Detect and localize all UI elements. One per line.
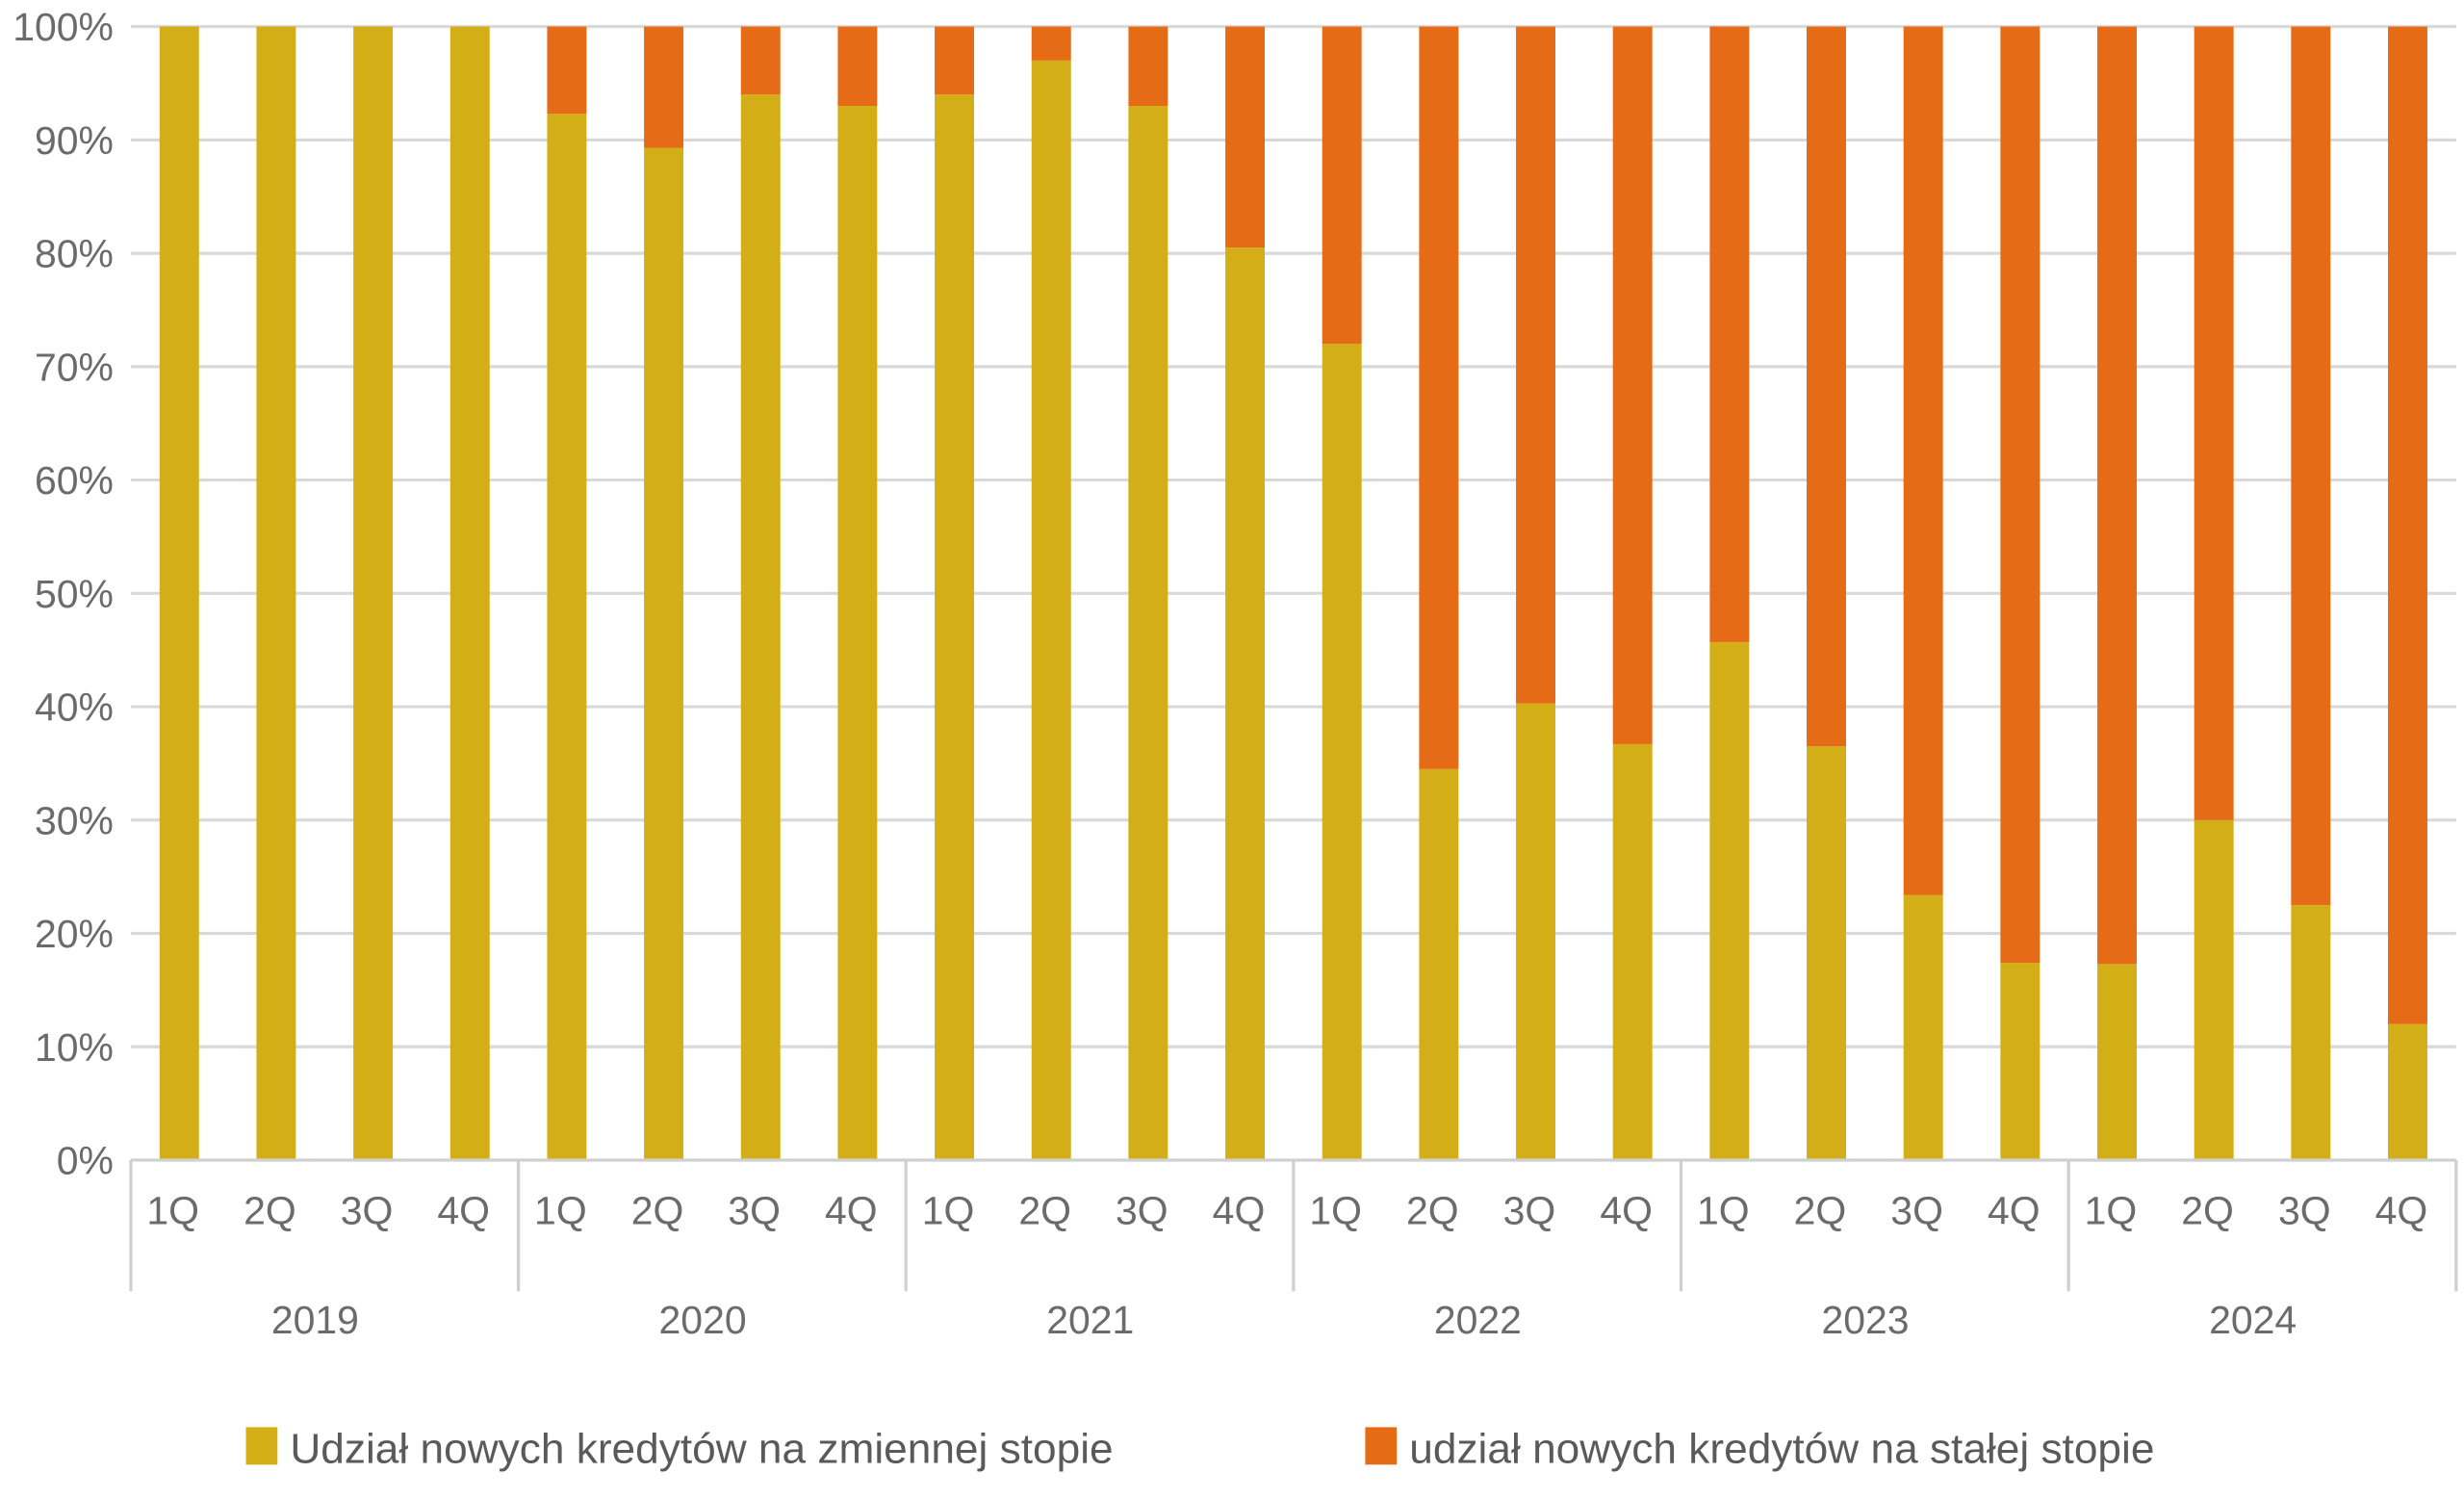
x-quarter-label: 3Q	[728, 1189, 781, 1233]
bar-fixed	[1322, 26, 1362, 345]
bar-variable	[1031, 60, 1071, 1161]
x-quarter-label: 4Q	[825, 1189, 878, 1233]
x-year-label: 2021	[1046, 1298, 1134, 1342]
x-quarter-label: 4Q	[437, 1189, 490, 1233]
bar-variable	[256, 26, 296, 1161]
x-year-label: 2022	[1434, 1298, 1522, 1342]
legend-label-fixed: udział nowych kredytów na stałej stopie	[1409, 1426, 2154, 1473]
bar-fixed	[935, 26, 975, 95]
x-quarter-label: 2Q	[1018, 1189, 1071, 1233]
bar-variable	[2291, 905, 2331, 1161]
bar-fixed	[1807, 26, 1846, 747]
bar-variable	[2000, 963, 2040, 1161]
axes: 0% 10% 20% 30% 40% 50% 60% 70% 80% 90% 100% 1Q 2Q 3Q 4…	[13, 5, 2458, 1342]
legend-label-variable: Udział nowych kredytów na zmiennej stopi…	[290, 1426, 1113, 1473]
bar-fixed	[1419, 26, 1459, 769]
bar-fixed	[837, 26, 878, 106]
x-quarter-label: 3Q	[341, 1189, 394, 1233]
x-year-label: 2024	[2209, 1298, 2297, 1342]
y-tick-label: 0%	[57, 1139, 114, 1183]
bar-variable	[159, 26, 199, 1161]
bar-fixed	[2194, 26, 2234, 820]
bar-variable	[1709, 641, 1750, 1161]
y-tick-label: 90%	[35, 118, 114, 163]
x-year-label: 2023	[1821, 1298, 1909, 1342]
bar-variable	[740, 94, 781, 1161]
bar-variable	[353, 26, 394, 1161]
bar-fixed	[1709, 26, 1750, 642]
bar-fixed	[547, 26, 587, 115]
x-quarter-label: 3Q	[1890, 1189, 1943, 1233]
bar-fixed	[2000, 26, 2040, 964]
bar-variable	[2194, 819, 2234, 1161]
y-tick-label: 80%	[35, 232, 114, 276]
bar-variable	[837, 105, 878, 1161]
y-tick-label: 20%	[35, 912, 114, 956]
x-quarter-label: 4Q	[2375, 1189, 2428, 1233]
x-quarter-label: 4Q	[1600, 1189, 1653, 1233]
x-quarter-label: 1Q	[534, 1189, 587, 1233]
bar-variable	[1419, 768, 1459, 1161]
bar-fixed	[2291, 26, 2331, 906]
y-tick-label: 30%	[35, 799, 114, 843]
bar-variable	[1807, 746, 1846, 1161]
bar-variable	[1516, 703, 1556, 1161]
bar-fixed	[1612, 26, 1653, 744]
x-quarter-label: 4Q	[1213, 1189, 1266, 1233]
bar-variable	[2097, 964, 2137, 1161]
bar-fixed	[2388, 26, 2427, 1024]
bar-fixed	[740, 26, 781, 95]
x-quarter-label: 2Q	[631, 1189, 684, 1233]
bar-variable	[1612, 743, 1653, 1161]
bar-fixed	[644, 26, 684, 148]
x-quarter-label: 1Q	[1697, 1189, 1750, 1233]
bar-variable	[935, 94, 975, 1161]
y-tick-label: 100%	[13, 5, 114, 49]
x-quarter-label: 4Q	[1988, 1189, 2040, 1233]
x-quarter-label: 3Q	[1116, 1189, 1168, 1233]
y-tick-label: 60%	[35, 458, 114, 503]
bar-variable	[2388, 1023, 2427, 1161]
x-quarter-label: 1Q	[146, 1189, 199, 1233]
x-year-label: 2020	[659, 1298, 747, 1342]
x-quarter-label: 3Q	[2278, 1189, 2331, 1233]
legend-swatch-variable	[245, 1427, 278, 1465]
x-quarter-label: 2Q	[244, 1189, 296, 1233]
y-tick-label: 40%	[35, 685, 114, 730]
bars	[159, 26, 2427, 1161]
x-quarter-label: 1Q	[2085, 1189, 2138, 1233]
bar-fixed	[2097, 26, 2137, 965]
bar-fixed	[1225, 26, 1266, 248]
x-quarter-label: 2Q	[2181, 1189, 2234, 1233]
bar-variable	[547, 114, 587, 1161]
legend: Udział nowych kredytów na zmiennej stopi…	[245, 1426, 2154, 1473]
bar-fixed	[1031, 26, 1071, 61]
x-quarter-label: 3Q	[1503, 1189, 1556, 1233]
bar-variable	[1225, 247, 1266, 1161]
bar-variable	[1128, 105, 1168, 1161]
x-quarter-label: 1Q	[922, 1189, 975, 1233]
y-tick-label: 50%	[35, 572, 114, 616]
x-year-label: 2019	[271, 1298, 359, 1342]
bar-variable	[1903, 894, 1943, 1161]
gridlines	[130, 24, 2456, 1048]
y-tick-label: 70%	[35, 346, 114, 390]
legend-swatch-fixed	[1365, 1427, 1398, 1465]
bar-variable	[1322, 344, 1362, 1161]
x-quarter-label: 2Q	[1406, 1189, 1459, 1233]
bar-fixed	[1903, 26, 1943, 895]
bar-fixed	[1516, 26, 1556, 704]
y-tick-label: 10%	[35, 1025, 114, 1070]
x-quarter-label: 2Q	[1794, 1189, 1847, 1233]
bar-variable	[644, 147, 684, 1161]
x-quarter-label: 1Q	[1309, 1189, 1362, 1233]
bar-variable	[449, 26, 490, 1161]
bar-fixed	[1128, 26, 1168, 106]
